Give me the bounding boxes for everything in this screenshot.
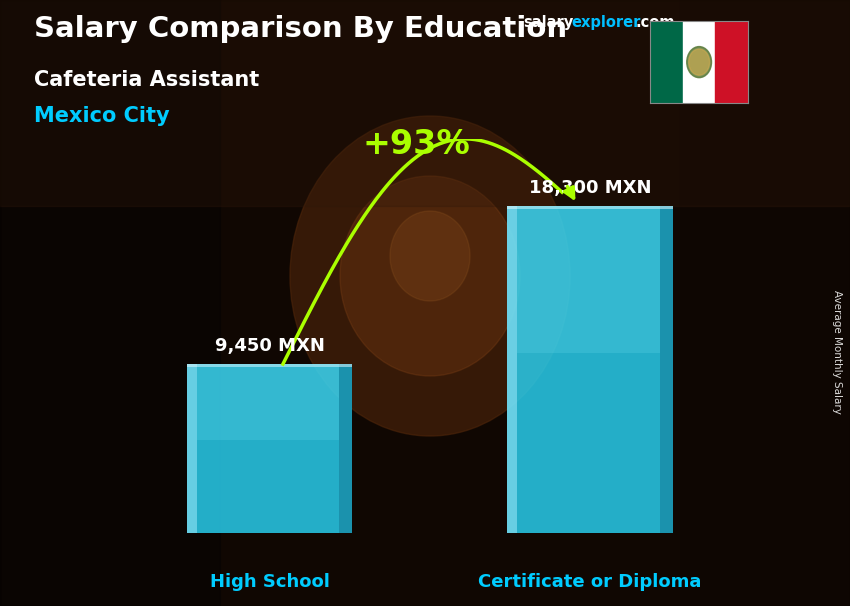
- Text: +93%: +93%: [363, 128, 470, 161]
- Ellipse shape: [290, 116, 570, 436]
- Bar: [339, 364, 353, 533]
- Circle shape: [688, 49, 710, 75]
- Bar: [187, 364, 196, 533]
- Text: High School: High School: [210, 573, 330, 591]
- Text: Mexico City: Mexico City: [34, 106, 170, 126]
- Bar: [507, 205, 673, 209]
- Bar: [507, 205, 673, 533]
- Bar: [716, 21, 748, 103]
- Bar: [660, 205, 673, 533]
- Circle shape: [687, 47, 711, 78]
- Text: Average Monthly Salary: Average Monthly Salary: [832, 290, 842, 413]
- Bar: [0, 0, 850, 206]
- Ellipse shape: [340, 176, 520, 376]
- Text: Cafeteria Assistant: Cafeteria Assistant: [34, 70, 259, 90]
- Bar: [187, 364, 353, 533]
- Ellipse shape: [390, 211, 470, 301]
- Text: salary: salary: [523, 15, 573, 30]
- Bar: [196, 364, 339, 440]
- Text: 18,300 MXN: 18,300 MXN: [529, 179, 651, 197]
- Bar: [650, 21, 683, 103]
- Text: Salary Comparison By Education: Salary Comparison By Education: [34, 15, 567, 43]
- Text: Certificate or Diploma: Certificate or Diploma: [479, 573, 702, 591]
- Text: .com: .com: [636, 15, 675, 30]
- Bar: [507, 205, 518, 533]
- Bar: [680, 0, 850, 606]
- Bar: [187, 364, 353, 367]
- Text: explorer: explorer: [571, 15, 641, 30]
- Bar: [518, 205, 660, 353]
- Bar: [683, 21, 716, 103]
- Bar: [0, 0, 220, 606]
- Text: 9,450 MXN: 9,450 MXN: [215, 337, 325, 355]
